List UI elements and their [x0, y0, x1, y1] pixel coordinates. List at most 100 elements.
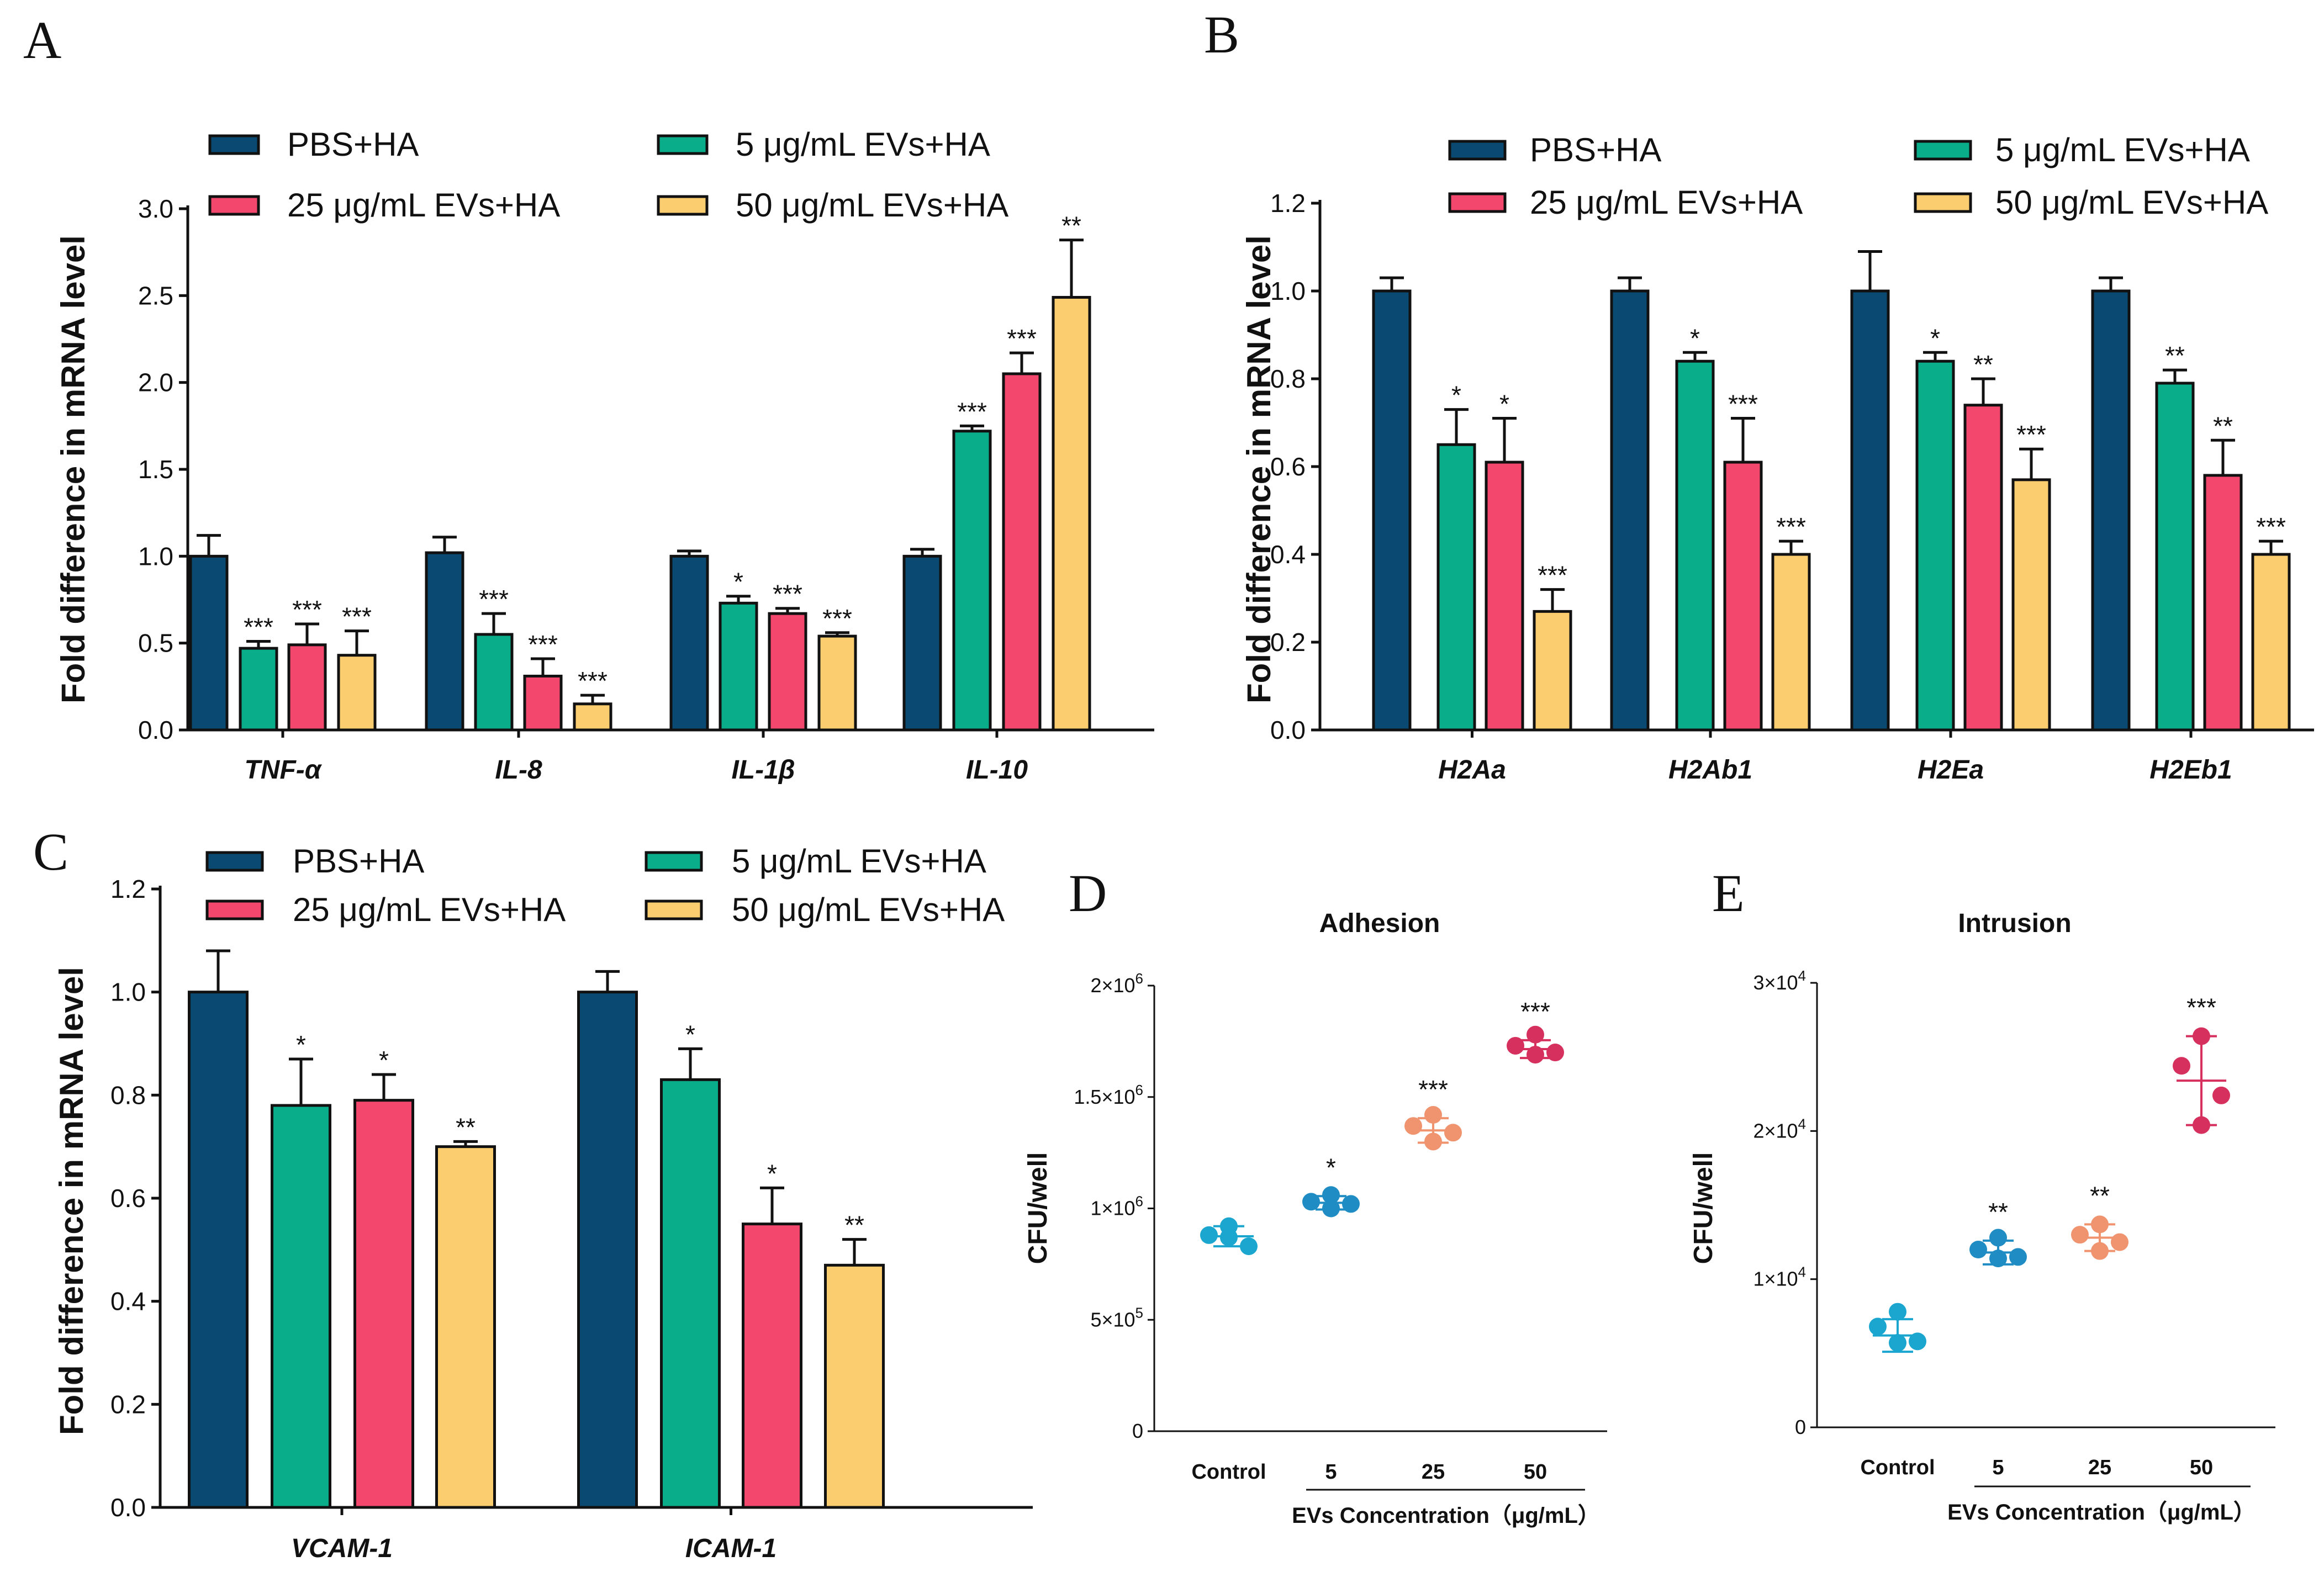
bar [719, 601, 758, 732]
data-point [1302, 1193, 1320, 1211]
bar [1372, 289, 1412, 732]
bar [902, 554, 942, 732]
panel-label: D [1069, 864, 1107, 923]
y-axis-label: Fold difference in mRNA level [1240, 235, 1277, 703]
x-category-label: Control [1191, 1460, 1266, 1484]
data-point [2091, 1215, 2109, 1234]
x-category-label: H2Eb1 [2149, 755, 2232, 785]
significance-marker: * [767, 1159, 777, 1188]
y-tick-label: 5×105 [1090, 1304, 1143, 1331]
y-tick-label: 0.0 [138, 716, 173, 744]
bar [474, 633, 514, 732]
significance-marker: ** [1973, 350, 1993, 379]
y-tick-label: 0.2 [1270, 628, 1306, 657]
y-tick-label: 0.6 [1270, 452, 1306, 481]
legend-entry: PBS+HA [1530, 131, 1661, 168]
significance-marker: *** [244, 613, 273, 642]
bar [824, 1263, 885, 1509]
significance-marker: *** [1538, 561, 1567, 590]
bar [2155, 382, 2195, 732]
legend-swatch [205, 851, 264, 872]
legend-swatch [645, 899, 703, 920]
data-point [2193, 1116, 2210, 1134]
legend-entry: 50 μg/mL EVs+HA [1995, 184, 2268, 221]
x-category-label: 5 [1992, 1456, 2004, 1479]
y-tick-label: 3.0 [138, 194, 173, 223]
bar [2091, 289, 2131, 732]
y-tick-label: 1.5×106 [1074, 1082, 1143, 1108]
significance-marker: *** [2256, 512, 2286, 541]
legend-swatch [208, 134, 260, 155]
bar [573, 702, 612, 732]
x-category-label: IL-8 [495, 755, 542, 785]
bar [188, 991, 249, 1509]
legend-swatch [1914, 140, 1972, 161]
legend-swatch [645, 851, 703, 872]
bar [1850, 289, 1890, 732]
bar [1723, 461, 1763, 732]
data-point [1322, 1199, 1340, 1218]
bar [1610, 289, 1650, 732]
y-tick-base: 0 [1132, 1420, 1143, 1442]
data-point [1889, 1334, 1906, 1352]
data-point [1342, 1195, 1360, 1213]
data-point [1546, 1044, 1564, 1062]
significance-marker: ** [844, 1211, 864, 1240]
legend-entry: PBS+HA [287, 126, 419, 163]
y-tick-label: 1.2 [1270, 189, 1306, 218]
y-tick-label: 0 [1795, 1416, 1806, 1438]
y-tick-exponent: 6 [1135, 970, 1143, 987]
legend-entry: PBS+HA [293, 843, 424, 880]
legend-entry: 5 μg/mL EVs+HA [1995, 131, 2250, 168]
data-point [2173, 1057, 2190, 1075]
data-point [1527, 1046, 1544, 1064]
y-tick-base: 2×10 [1090, 974, 1135, 997]
bar [1675, 359, 1715, 732]
bar [2251, 553, 2291, 732]
significance-marker: *** [1520, 997, 1550, 1026]
y-axis-label: Fold difference in mRNA level [53, 967, 90, 1435]
bar [1915, 359, 1955, 732]
significance-marker: *** [1728, 390, 1758, 419]
bar [669, 554, 709, 732]
legend-entry: 25 μg/mL EVs+HA [1530, 184, 1803, 221]
x-category-label: ICAM-1 [685, 1534, 777, 1563]
legend-entry: 25 μg/mL EVs+HA [293, 891, 566, 928]
bar [1485, 461, 1524, 732]
significance-marker: * [379, 1046, 389, 1075]
significance-marker: * [733, 568, 743, 596]
y-tick-label: 0.8 [110, 1081, 146, 1109]
bar [1002, 372, 1042, 732]
data-point [1322, 1186, 1340, 1204]
x-category-label: 5 [1325, 1460, 1337, 1484]
x-axis-label: EVs Concentration（μg/mL） [1292, 1504, 1600, 1528]
y-tick-label: 0.2 [110, 1390, 146, 1418]
data-point [1507, 1036, 1524, 1055]
significance-marker: * [685, 1020, 695, 1049]
panel-b: B 0.0 0.2 0.4 0.6 0.8 1.0 1.2 Fold difference in… [1204, 5, 2314, 785]
significance-marker: *** [292, 595, 322, 624]
chart-title: Adhesion [1319, 909, 1440, 938]
significance-marker: * [1930, 324, 1940, 352]
y-tick-base: 1×10 [1090, 1197, 1135, 1220]
y-tick-label: 1.0 [1270, 277, 1306, 305]
data-point [2071, 1226, 2089, 1244]
significance-marker: * [1326, 1153, 1336, 1182]
panel-d: DAdhesion05×1051×1061.5×1062×106CFU/well… [1023, 864, 1607, 1528]
y-tick-label: 0.4 [110, 1287, 146, 1316]
y-tick-label: 1.0 [110, 978, 146, 1007]
data-point [2212, 1086, 2230, 1104]
bar [189, 554, 229, 732]
significance-marker: *** [822, 604, 852, 633]
data-point [2193, 1027, 2210, 1045]
significance-marker: ** [2165, 341, 2185, 370]
significance-marker: ** [2090, 1181, 2110, 1210]
y-tick-label: 1.0 [138, 542, 173, 570]
bar [1771, 553, 1811, 732]
significance-marker: * [296, 1030, 306, 1059]
legend-swatch [208, 195, 260, 216]
legend-entry: 5 μg/mL EVs+HA [736, 126, 990, 163]
x-category-label: IL-1β [731, 755, 795, 785]
legend-entry: 50 μg/mL EVs+HA [736, 187, 1008, 224]
